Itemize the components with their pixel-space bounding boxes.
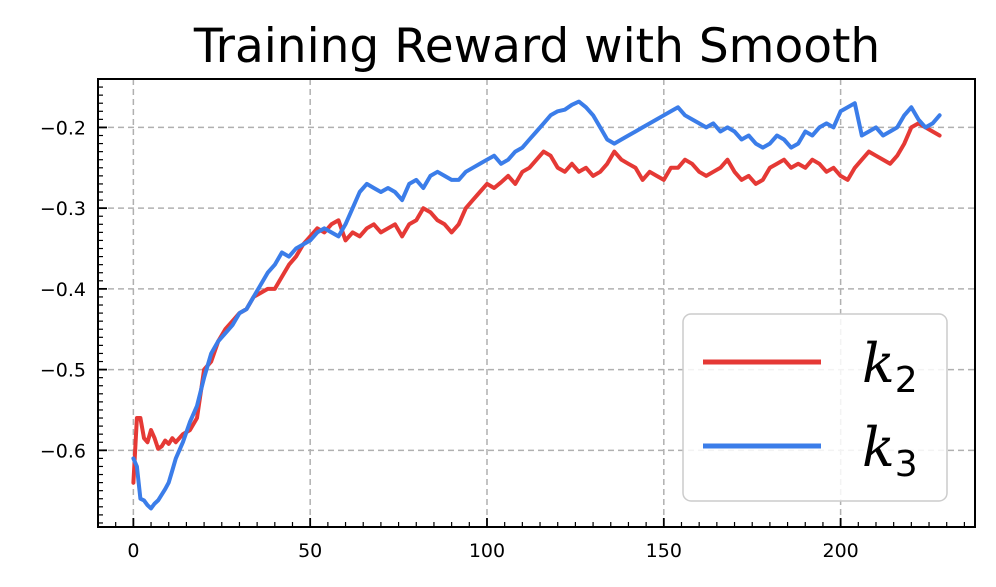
x-tick-label: 100 [469, 540, 505, 562]
x-tick-label: 0 [127, 540, 139, 562]
chart-title: Training Reward with Smooth [193, 19, 880, 74]
legend-label-k3: k3 [862, 416, 918, 485]
series-lines [131, 99, 942, 511]
y-tick-label: −0.6 [40, 440, 86, 462]
legend-label-k2: k2 [862, 332, 918, 401]
x-tick-label: 150 [646, 540, 682, 562]
series-line-k2 [131, 121, 942, 485]
y-tick-label: −0.5 [40, 360, 86, 382]
plot-frame [97, 78, 976, 528]
x-tick-labels: 0 50 100 150 200 [127, 540, 858, 562]
series-line-k3 [131, 99, 942, 511]
y-tick-label: −0.4 [40, 279, 86, 301]
x-tick-label: 50 [298, 540, 322, 562]
y-tick-labels: −0.6 −0.5 −0.4 −0.3 −0.2 [40, 117, 86, 462]
y-tick-label: −0.2 [40, 117, 86, 139]
x-tick-label: 200 [822, 540, 858, 562]
y-tick-label: −0.3 [40, 198, 86, 220]
axis-ticks [98, 78, 965, 527]
